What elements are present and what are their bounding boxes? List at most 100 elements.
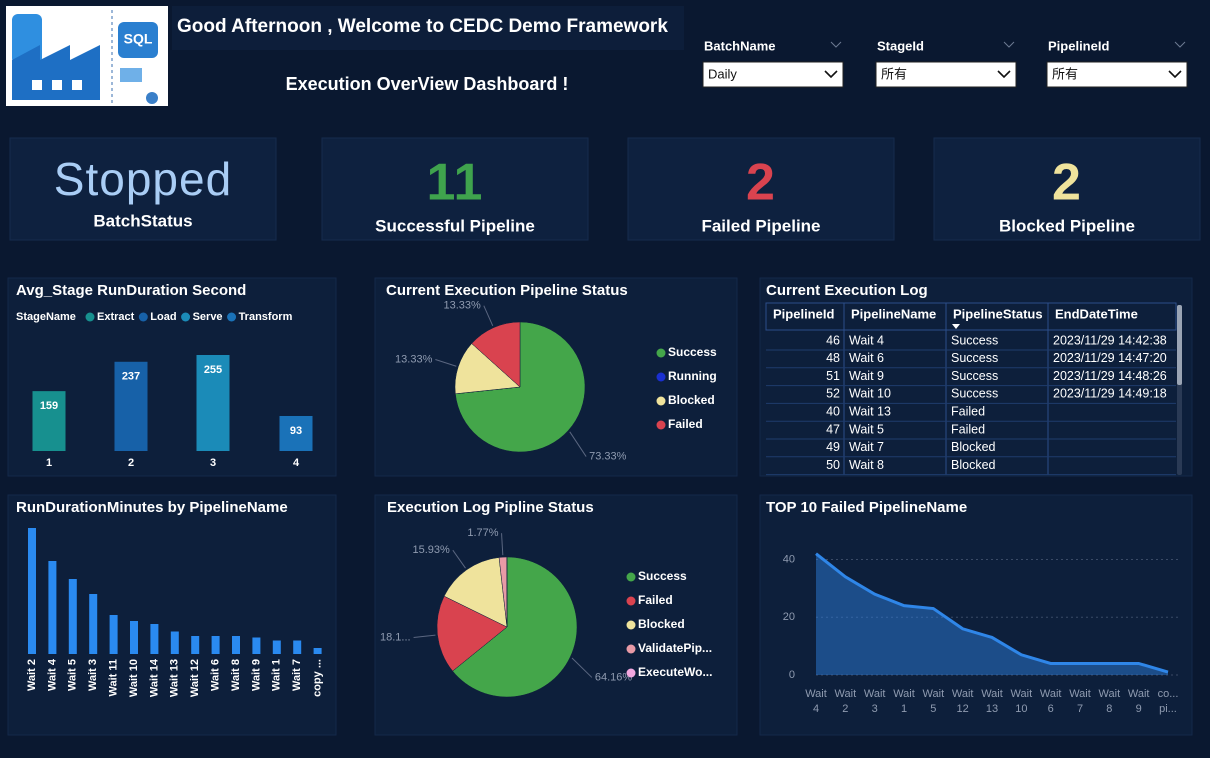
- scroll-thumb[interactable]: [1177, 305, 1182, 385]
- pie-slice: [443, 557, 508, 628]
- legend-dot: [656, 396, 666, 406]
- leader-line: [413, 634, 436, 639]
- x-tick-label: Wait 11: [108, 659, 120, 697]
- legend-label: Serve: [193, 311, 223, 323]
- bar: [48, 561, 57, 654]
- dropdown-value: 所有: [1052, 66, 1078, 81]
- title-box: [172, 6, 684, 50]
- x-tick-label: Wait 2: [835, 688, 857, 715]
- table-cell: 2023/11/29 14:48:26: [1053, 369, 1167, 383]
- leader-line: [569, 431, 587, 457]
- leader-line: [452, 549, 466, 569]
- pie-slice: [471, 321, 521, 388]
- bar: [279, 415, 313, 451]
- table-cell: 2023/11/29 14:49:18: [1053, 387, 1167, 401]
- x-tick-label: Wait 8: [1099, 688, 1121, 715]
- chart-title: Avg_Stage RunDuration Second: [16, 282, 246, 299]
- legend-label: Failed: [668, 417, 703, 431]
- table-cell: Blocked: [951, 458, 996, 472]
- data-label: 73.33%: [589, 450, 627, 462]
- bar: [109, 615, 118, 654]
- table-cell: Failed: [951, 404, 985, 418]
- filter-label: StageId: [877, 38, 924, 53]
- pie-slice: [452, 556, 578, 698]
- legend-dot: [181, 312, 191, 322]
- data-label: 159: [40, 400, 58, 412]
- bar: [232, 636, 240, 654]
- x-tick-label: Wait 10: [128, 659, 140, 697]
- x-tick-label: Wait 8: [230, 659, 242, 691]
- legend-dot: [85, 312, 95, 322]
- legend-title: StageName: [16, 311, 76, 323]
- card-value: Stopped: [54, 153, 232, 205]
- dropdown-value: 所有: [881, 66, 907, 81]
- legend-label: Blocked: [668, 393, 715, 407]
- table-cell: Failed: [951, 422, 985, 436]
- area: [816, 553, 1168, 675]
- legend-dot: [626, 668, 636, 678]
- bar: [68, 579, 77, 654]
- card: [321, 137, 589, 241]
- filter-chevron: [1174, 41, 1186, 48]
- legend-label: Running: [668, 369, 717, 383]
- legend-label: Transform: [239, 311, 293, 323]
- table-cell: 2023/11/29 14:42:38: [1053, 333, 1167, 347]
- data-label: 64.16%: [595, 671, 633, 683]
- table-cell: 48: [826, 351, 840, 365]
- card-value: 2: [1052, 154, 1082, 212]
- x-tick-label: Wait 12: [952, 688, 974, 715]
- table-cell: Wait 8: [849, 458, 884, 472]
- filter-chevron: [830, 41, 842, 48]
- table-header: PipelineName: [851, 306, 936, 321]
- leader-line: [571, 657, 593, 678]
- table-header: PipelineId: [773, 306, 834, 321]
- legend-label: Success: [668, 345, 717, 359]
- card-label: Successful Pipeline: [375, 216, 535, 235]
- y-tick-label: 40: [783, 553, 795, 565]
- bar: [211, 636, 220, 654]
- bar: [89, 594, 98, 654]
- x-tick-label: 2: [128, 457, 134, 469]
- legend-label: ValidatePip...: [638, 641, 712, 655]
- card-label: Failed Pipeline: [701, 216, 820, 235]
- x-tick-label: 4: [293, 457, 300, 469]
- bar: [293, 640, 302, 654]
- legend-dot: [656, 420, 666, 430]
- filter-label: BatchName: [704, 38, 776, 53]
- x-tick-label: Wait 7: [1069, 688, 1091, 715]
- bar: [313, 648, 322, 654]
- x-tick-label: Wait 4: [46, 658, 58, 691]
- x-tick-label: Wait 13: [981, 688, 1003, 715]
- x-tick-label: Wait 6: [1040, 688, 1062, 715]
- dropdown-chevron: [824, 70, 838, 79]
- pie-slice: [454, 343, 521, 395]
- x-tick-label: Wait 5: [67, 659, 79, 691]
- legend-label: Load: [150, 311, 176, 323]
- table-cell: Success: [951, 369, 998, 383]
- dropdown[interactable]: [1046, 61, 1188, 88]
- x-tick-label: Wait 10: [1011, 688, 1033, 715]
- table-cell: Wait 6: [849, 351, 884, 365]
- page-title: Good Afternoon , Welcome to CEDC Demo Fr…: [177, 16, 668, 37]
- dropdown[interactable]: [702, 61, 844, 88]
- table-title: Current Execution Log: [766, 282, 928, 299]
- y-tick-label: 20: [783, 611, 795, 623]
- dropdown[interactable]: [875, 61, 1017, 88]
- table-cell: 2023/11/29 14:47:20: [1053, 351, 1167, 365]
- logo-text: SQL: [124, 31, 153, 47]
- legend-dot: [626, 620, 636, 630]
- data-label: 18.1...: [380, 631, 411, 643]
- data-label: 255: [204, 364, 222, 376]
- bar: [252, 637, 261, 654]
- leader-line: [483, 305, 494, 326]
- line: [815, 552, 1169, 674]
- dropdown-value: Daily: [708, 66, 737, 81]
- table-cell: 40: [826, 404, 840, 418]
- x-tick-label: Wait 4: [805, 688, 827, 715]
- chart-title: RunDurationMinutes by PipelineName: [16, 499, 288, 516]
- x-tick-label: Wait 13: [169, 659, 181, 697]
- legend-label: Success: [638, 569, 687, 583]
- legend-dot: [626, 644, 636, 654]
- x-tick-label: Wait 9: [250, 659, 262, 691]
- x-tick-label: Wait 1: [271, 659, 283, 691]
